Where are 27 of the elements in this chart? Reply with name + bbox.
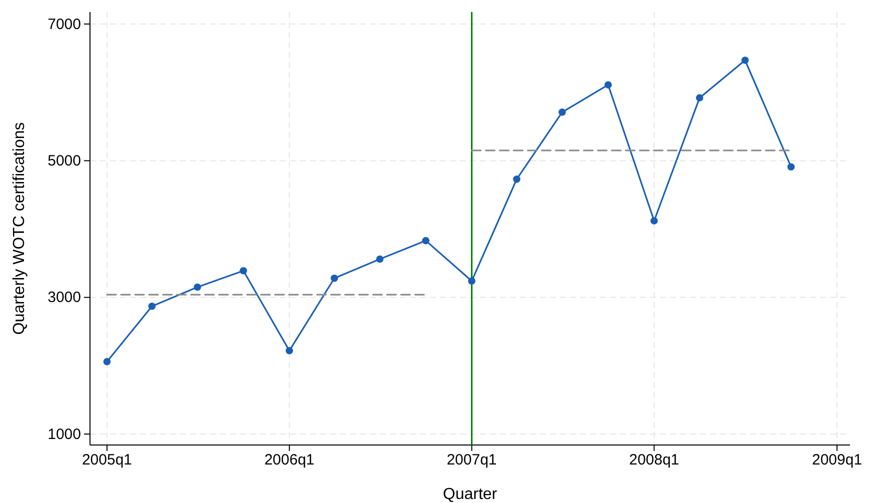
y-tick-label: 5000	[48, 152, 81, 170]
x-tick-label: 2006q1	[264, 452, 314, 469]
point	[422, 237, 430, 244]
point	[240, 267, 248, 274]
x-tick-label: 2007q1	[446, 452, 497, 469]
x-tick-label: 2005q1	[82, 452, 132, 469]
point	[103, 358, 111, 366]
x-axis-title: Quarter	[442, 486, 498, 503]
point	[696, 94, 704, 102]
point	[558, 108, 566, 116]
y-tick-label: 3000	[48, 289, 81, 306]
point	[604, 81, 612, 88]
point	[194, 283, 202, 291]
point	[650, 217, 658, 224]
y-axis-title: Quarterly WOTC certifications	[11, 122, 28, 335]
point	[376, 255, 384, 263]
point	[741, 56, 749, 64]
x-tick-label: 2009q1	[812, 452, 862, 469]
point	[513, 176, 520, 183]
point	[787, 163, 795, 171]
x-tick-label: 2008q1	[629, 452, 680, 469]
y-tick-label: 1000	[48, 426, 81, 443]
point	[148, 302, 156, 310]
point	[468, 277, 476, 285]
point	[330, 274, 338, 282]
point	[286, 347, 294, 354]
y-tick-label: 7000	[48, 16, 81, 33]
